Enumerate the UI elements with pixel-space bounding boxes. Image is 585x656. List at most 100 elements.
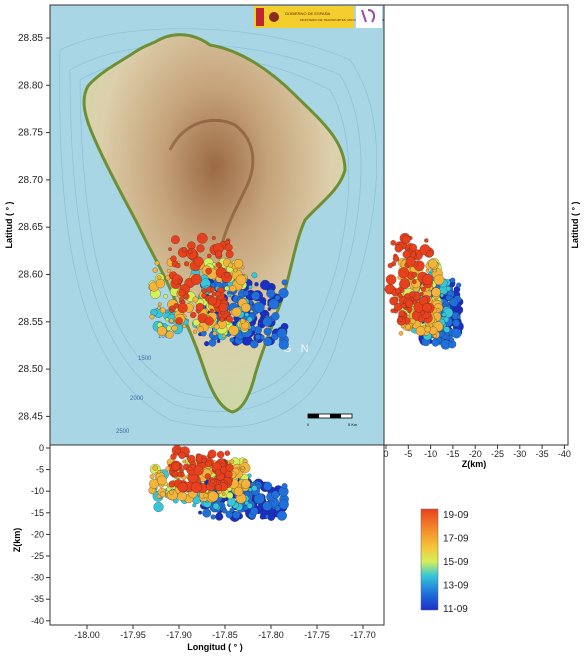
earthquake-marker-map [195,302,204,312]
side-panel-frame [383,4,569,446]
earthquake-marker-bottom [274,505,281,512]
main-map-y-label: Latitud ( ° ) [4,201,14,248]
earthquake-marker-map [210,282,216,288]
legend-colorbar [420,508,439,611]
earthquake-marker-side [441,312,447,317]
earthquake-marker-bottom [177,491,187,502]
earthquake-marker-bottom [203,493,209,499]
earthquake-marker-bottom [157,475,167,486]
main-map-y-tick-label: 28.45 [18,411,43,422]
earthquake-marker-map [210,286,216,292]
earthquake-marker-side [411,271,418,278]
earthquake-marker-bottom [176,472,182,477]
earthquake-marker-map [218,303,228,313]
earthquake-marker-side [397,293,403,299]
main-map-y-tick-label: 28.70 [18,175,43,186]
earthquake-marker-side [392,255,400,262]
earthquake-marker-map [166,325,172,331]
bottom-panel-y-tick-label: 0 [39,443,44,453]
earthquake-marker-map [241,302,251,313]
earthquake-marker-map [233,268,238,273]
earthquake-marker-bottom [227,497,236,507]
earthquake-marker-map [175,263,181,269]
earthquake-marker-map [182,324,187,329]
earthquake-marker-bottom [204,473,211,480]
earthquake-marker-map [193,256,204,267]
earthquake-marker-bottom [225,510,234,519]
earthquake-marker-map [266,289,276,298]
earthquake-marker-side [420,286,426,292]
main-map-y-tick-label: 28.50 [18,364,43,375]
earthquake-marker-side [390,308,395,313]
contour-label-1000: 1000 [158,334,172,340]
earthquake-marker-map [163,294,168,299]
earthquake-marker-side [405,323,411,330]
earthquake-marker-map [209,308,214,313]
earthquake-marker-map [255,334,261,340]
earthquake-marker-map [221,334,226,338]
earthquake-marker-map [215,250,223,258]
legend-date-label: 15-09 [443,557,469,568]
map-events-layer [148,232,289,350]
earthquake-marker-map [248,285,253,290]
earthquake-marker-side [412,279,417,285]
bottom-panel-y-tick-label: -10 [31,486,44,496]
earthquake-marker-map [154,260,160,266]
side-panel-x-tick-label: -20 [469,449,482,459]
earthquake-marker-bottom [226,492,234,499]
earthquake-marker-side [433,334,437,338]
earthquake-marker-bottom [229,507,235,513]
bottom-panel-x-tick-label: -17.80 [258,630,284,640]
earthquake-marker-side [424,238,429,243]
earthquake-marker-side [428,259,438,269]
earthquake-marker-map [177,302,188,314]
earthquake-marker-map [267,307,272,311]
side-panel-x-tick-label: -5 [404,449,412,459]
earthquake-marker-side [389,296,399,306]
bottom-panel-x-tick-label: -18.00 [74,630,100,640]
earthquake-marker-map [157,326,167,336]
earthquake-marker-side [433,274,445,286]
earthquake-marker-bottom [210,514,216,520]
side-panel-x-tick-label: -25 [491,449,504,459]
earthquake-marker-map [165,317,170,322]
earthquake-marker-side [394,244,403,253]
earthquake-marker-side [425,268,430,273]
earthquake-marker-side [456,282,462,288]
la-palma-island [82,33,347,414]
earthquake-marker-map [243,290,249,297]
earthquake-marker-map [216,339,221,344]
earthquake-marker-side [422,303,432,313]
side-panel-x-tick-label: -15 [446,449,459,459]
earthquake-marker-bottom [179,467,184,473]
earthquake-marker-map [213,323,220,330]
earthquake-marker-side [405,256,416,267]
main-map-y-tick-label: 28.80 [18,80,43,91]
earthquake-marker-bottom [241,479,251,489]
earthquake-marker-side [409,243,418,252]
earthquake-marker-side [405,299,414,308]
earthquake-marker-bottom [250,507,259,516]
bottom-panel-y-tick-label: -30 [31,573,44,583]
earthquake-marker-bottom [224,470,233,479]
earthquake-marker-side [445,286,451,292]
earthquake-marker-map [263,337,273,347]
earthquake-marker-bottom [224,450,231,456]
earthquake-marker-bottom [169,490,174,495]
earthquake-marker-map [215,262,222,268]
earthquake-marker-map [183,261,190,267]
earthquake-marker-side [398,310,406,318]
earthquake-marker-bottom [229,459,235,464]
earthquake-marker-bottom [205,460,212,467]
earthquake-marker-map [166,268,171,273]
earthquake-marker-map [171,325,178,332]
logo-text-government: GOBIERNO DE ESPAÑA [285,11,331,16]
bottom-panel-y-tick-label: -20 [31,529,44,539]
legend-date-label: 13-09 [443,581,469,592]
main-map-y-tick-label: 28.55 [18,317,43,328]
earthquake-marker-map [157,306,161,310]
earthquake-marker-map [228,325,239,336]
earthquake-marker-side [409,291,416,298]
earthquake-marker-side [397,316,403,322]
